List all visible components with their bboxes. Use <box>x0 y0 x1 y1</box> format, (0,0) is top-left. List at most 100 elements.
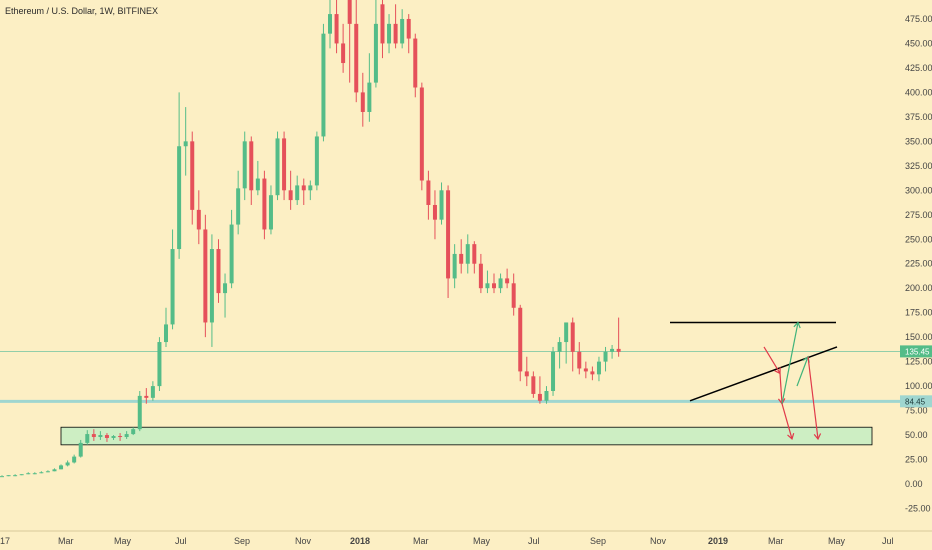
candle-body <box>255 178 260 191</box>
candle-body <box>328 14 332 34</box>
x-tick-label: May <box>828 536 846 546</box>
x-tick-label: Nov <box>295 536 312 546</box>
candle-body <box>170 249 175 325</box>
candle-body <box>39 472 44 474</box>
candle-body <box>400 18 405 44</box>
candle-body <box>485 283 490 289</box>
y-tick-label: 425.00 <box>905 63 932 73</box>
candle-body <box>104 435 109 438</box>
candle-body <box>59 465 64 470</box>
candle-body <box>321 33 326 137</box>
candle-body <box>6 475 11 477</box>
candle-body <box>347 0 352 24</box>
x-tick-label: Sep <box>234 536 250 546</box>
candle-body <box>32 473 37 475</box>
y-tick-label: 475.00 <box>905 14 932 24</box>
y-tick-label: 200.00 <box>905 283 932 293</box>
y-tick-label: 275.00 <box>905 210 932 220</box>
candle-body <box>118 436 123 438</box>
y-tick-label: 150.00 <box>905 332 932 342</box>
candle-body <box>150 386 155 398</box>
x-tick-label: Nov <box>650 536 667 546</box>
candle-body <box>13 475 18 477</box>
arrow-down-3-shaft <box>781 403 793 440</box>
x-tick-label: Jul <box>882 536 894 546</box>
price-badge <box>900 345 932 358</box>
arrow-down-3-head <box>787 433 795 441</box>
candle-body <box>387 23 392 44</box>
candle-body <box>531 376 536 394</box>
arrow-down-4-head <box>813 433 822 441</box>
candle-body <box>432 204 437 220</box>
candle-body <box>419 87 424 181</box>
candle-body <box>452 253 457 279</box>
y-tick-label: 350.00 <box>905 136 932 146</box>
candle-body <box>360 92 365 112</box>
candle-body <box>78 442 83 457</box>
candle-body <box>196 209 201 230</box>
candle-body <box>268 195 273 230</box>
candle-body <box>472 244 477 264</box>
candle-body <box>544 390 549 401</box>
candle-body <box>98 435 103 438</box>
x-tick-label: 17 <box>0 536 10 546</box>
candle-body <box>596 361 601 375</box>
y-tick-label: 375.00 <box>905 112 932 122</box>
candle-body <box>354 23 359 93</box>
candle-body <box>314 136 319 186</box>
candle-body <box>557 342 562 352</box>
y-tick-label: -25.00 <box>905 503 931 513</box>
y-tick-label: 400.00 <box>905 87 932 97</box>
x-tick-label: 2018 <box>350 536 370 546</box>
x-tick-label: Mar <box>768 536 784 546</box>
x-tick-label: Mar <box>413 536 429 546</box>
candle-body <box>0 476 4 478</box>
candle-body <box>426 180 431 205</box>
candle-body <box>131 429 136 435</box>
candle-body <box>498 278 503 289</box>
candle-body <box>380 4 385 44</box>
candle-body <box>236 188 241 225</box>
candle-body <box>505 278 510 284</box>
candle-body <box>288 190 293 201</box>
candle-body <box>209 249 214 323</box>
candle-body <box>124 434 129 438</box>
price-badge <box>900 395 932 408</box>
arrow-down-2-shaft <box>779 373 783 404</box>
x-tick-label: Sep <box>590 536 606 546</box>
candle-body <box>439 190 444 220</box>
price-badge-label: 135.45 <box>905 347 930 356</box>
candle-body <box>229 224 234 284</box>
candle-body <box>465 244 470 264</box>
candle-body <box>137 395 142 430</box>
candle-body <box>511 283 516 308</box>
arrow-down-4-shaft <box>807 356 819 440</box>
y-tick-label: 50.00 <box>905 430 928 440</box>
y-tick-label: 75.00 <box>905 406 928 416</box>
y-tick-label: 175.00 <box>905 308 932 318</box>
x-tick-label: Mar <box>58 536 74 546</box>
chart-title: Ethereum / U.S. Dollar, 1W, BITFINEX <box>5 6 159 16</box>
candle-body <box>577 351 582 369</box>
candle-body <box>406 18 411 39</box>
candle-body <box>446 190 451 279</box>
rising-support-line <box>689 346 838 402</box>
candle-body <box>492 283 496 289</box>
x-tick-label: May <box>114 536 132 546</box>
x-tick-label: 2019 <box>708 536 728 546</box>
candle-body <box>203 229 208 323</box>
candle-body <box>26 473 31 475</box>
candle-body <box>603 351 608 362</box>
candle-body <box>19 474 24 476</box>
x-tick-label: Jul <box>528 536 540 546</box>
candle-body <box>157 342 162 387</box>
arrow-up-2-shaft <box>796 356 809 387</box>
candle-body <box>616 348 621 352</box>
candle-body <box>518 307 523 372</box>
candle-body <box>223 283 228 294</box>
y-tick-label: 25.00 <box>905 455 928 465</box>
candle-body <box>301 185 306 191</box>
candle-body <box>564 322 569 343</box>
